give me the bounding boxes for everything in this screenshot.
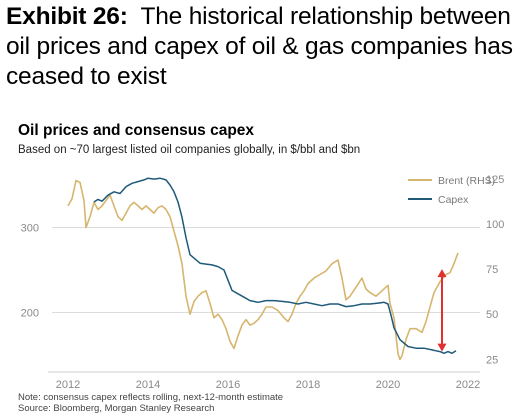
legend-label: Brent (RHS) (438, 175, 495, 187)
chart-subtitle: Based on ~70 largest listed oil companie… (18, 144, 361, 156)
x-tick-label: 2014 (136, 379, 160, 391)
exhibit-label: Exhibit 26: (6, 3, 128, 30)
notes: Note: consensus capex reflects rolling, … (18, 392, 283, 414)
y-right-tick-label: 125 (486, 174, 504, 186)
y-left-tick-label: 300 (21, 223, 39, 235)
legend-label: Capex (438, 194, 469, 206)
x-tick-label: 2020 (376, 379, 400, 391)
annotation (437, 269, 447, 352)
series-lines (67, 177, 459, 361)
exhibit-heading: The historical relationship between oil … (6, 3, 513, 90)
y-right-tick-label: 100 (486, 219, 504, 231)
x-tick-label: 2012 (56, 379, 80, 391)
brent-line (67, 179, 459, 361)
y-left-tick-label: 200 (21, 308, 39, 320)
x-tick-label: 2022 (456, 379, 480, 391)
gap-arrow-head-bottom (437, 343, 447, 352)
gap-arrow-head-top (437, 269, 447, 278)
gridlines (48, 227, 480, 373)
y-right-tick-label: 75 (486, 264, 498, 276)
y-right-tick-label: 50 (486, 309, 498, 321)
legend: Brent (RHS) Capex (408, 175, 495, 206)
y-right-tick-label: 25 (486, 354, 498, 366)
capex-line (93, 177, 457, 355)
source-text: Source: Bloomberg, Morgan Stanley Resear… (18, 403, 215, 414)
note-text: Note: consensus capex reflects rolling, … (18, 392, 284, 403)
x-tick-label: 2018 (296, 379, 320, 391)
x-tick-label: 2016 (216, 379, 240, 391)
axis-ticks: 200 300 25 50 75 100 125 2012 2014 2016 2018 2020 20… (21, 174, 505, 391)
exhibit-title: Exhibit 26: The historical relationship … (6, 2, 516, 92)
chart-title: Oil prices and consensus capex (18, 122, 255, 139)
